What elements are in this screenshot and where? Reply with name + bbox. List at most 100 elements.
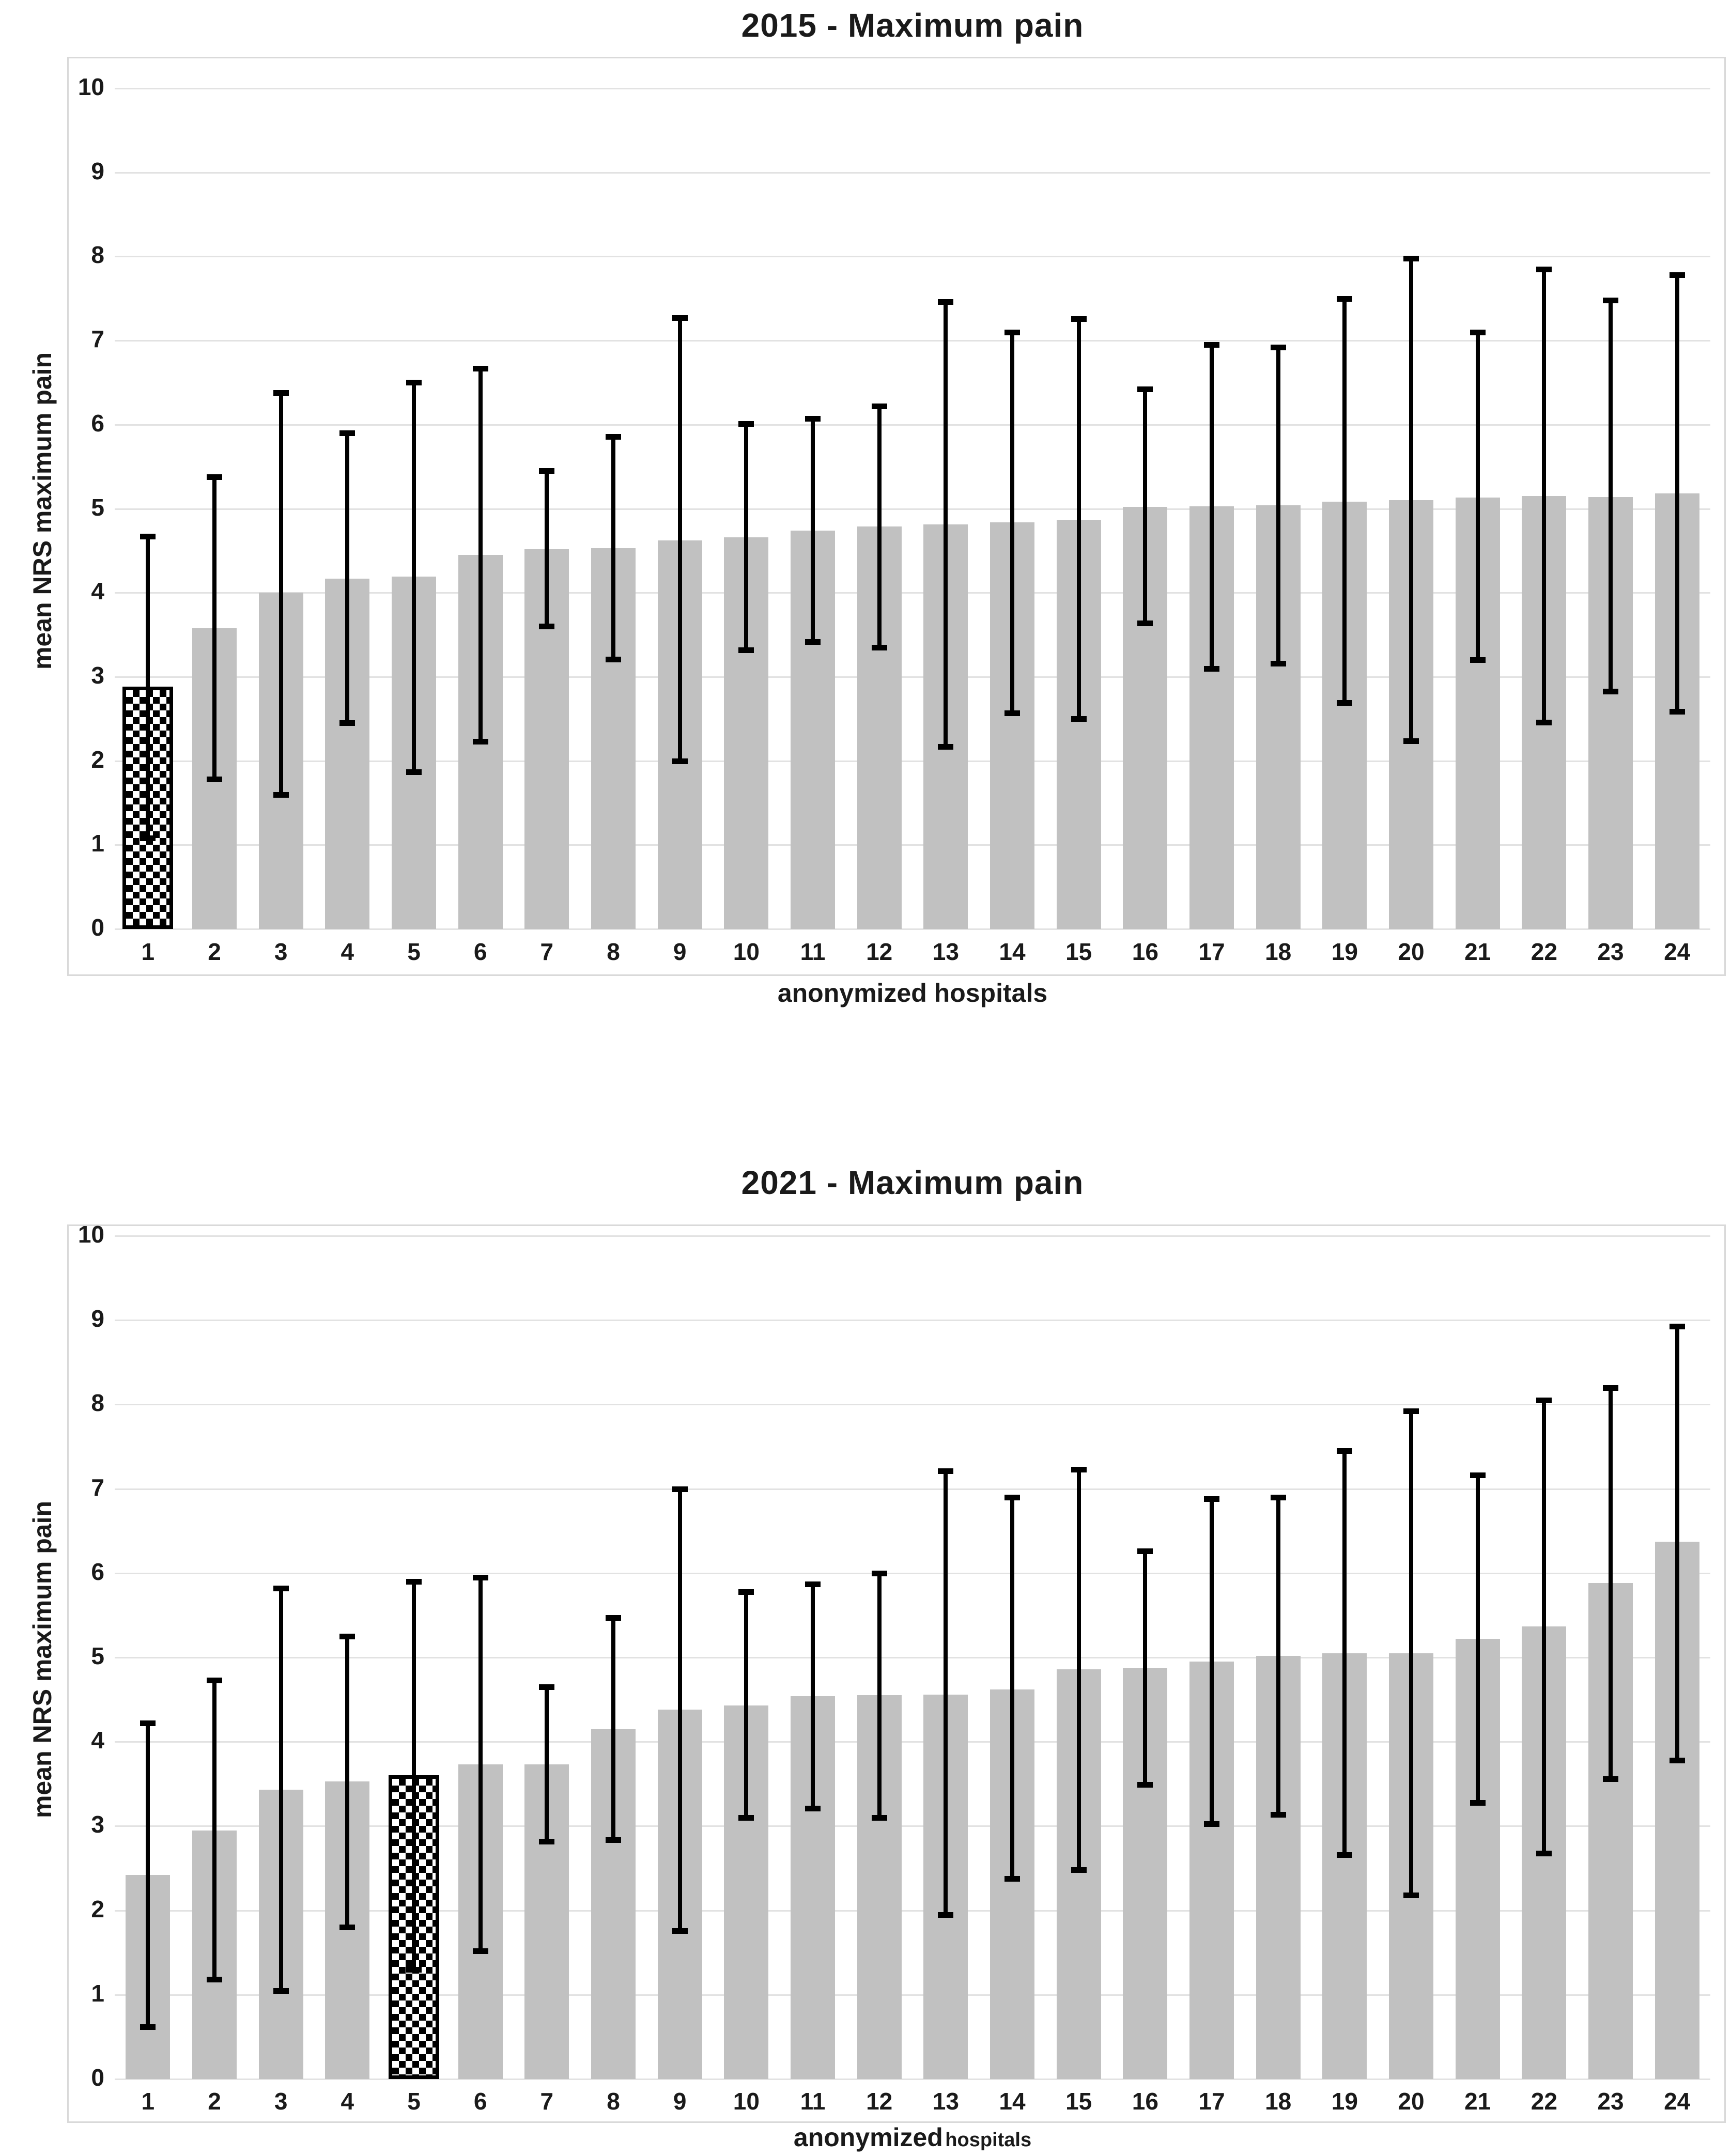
x-tick-label-hospital-22: 22 (1531, 2088, 1557, 2115)
error-bar-upper-cap-hospital-22 (1536, 1398, 1552, 1404)
error-bar-upper-cap-hospital-3 (273, 1586, 289, 1592)
error-bar-upper-cap-hospital-14 (1004, 1494, 1020, 1500)
error-bar-upper-cap-hospital-6 (472, 1574, 488, 1580)
error-bar-lower-cap-hospital-21 (1470, 657, 1486, 663)
error-bar-upper-cap-hospital-2 (207, 1678, 222, 1684)
error-bar-upper-cap-hospital-7 (539, 1684, 555, 1690)
error-bar-lower-cap-hospital-22 (1536, 1850, 1552, 1856)
x-tick-label-hospital-23: 23 (1597, 2088, 1624, 2115)
error-bar-upper-cap-hospital-10 (738, 1589, 754, 1595)
y-tick-label: 8 (91, 1389, 104, 1417)
x-tick-label-hospital-22: 22 (1531, 938, 1557, 965)
error-bar-lower-cap-hospital-5 (406, 769, 422, 775)
x-tick-label-hospital-13: 13 (932, 2088, 959, 2115)
error-bar-upper-cap-hospital-2 (207, 474, 222, 480)
error-bar-hospital-12 (877, 1573, 882, 1818)
x-tick-label-hospital-5: 5 (407, 938, 421, 965)
error-bar-lower-cap-hospital-12 (871, 644, 887, 650)
x-tick-label-hospital-24: 24 (1664, 2088, 1691, 2115)
gridline-y9 (115, 1320, 1710, 1322)
error-bar-lower-cap-hospital-16 (1137, 620, 1153, 626)
error-bar-hospital-14 (1010, 1497, 1014, 1879)
x-tick-label-hospital-15: 15 (1065, 938, 1092, 965)
gridline-y2 (115, 1910, 1710, 1912)
error-bar-upper-cap-hospital-19 (1337, 1448, 1353, 1454)
x-tick-label-hospital-24: 24 (1664, 938, 1691, 965)
error-bar-upper-cap-hospital-8 (606, 1615, 621, 1621)
error-bar-lower-cap-hospital-2 (207, 1977, 222, 1983)
y-tick-label: 4 (91, 1727, 104, 1754)
x-tick-label-hospital-16: 16 (1132, 938, 1158, 965)
gridline-y5 (115, 1657, 1710, 1658)
y-tick-label: 0 (91, 914, 104, 941)
error-bar-hospital-21 (1475, 332, 1480, 660)
error-bar-lower-cap-hospital-18 (1270, 660, 1286, 666)
error-bar-hospital-6 (478, 368, 483, 742)
chart-2021-title: 2021 - Maximum pain (741, 1164, 1084, 1201)
y-tick-label: 8 (91, 241, 104, 269)
error-bar-upper-cap-hospital-7 (539, 468, 555, 474)
gridline-y0 (115, 928, 1710, 930)
y-tick-label: 2 (91, 746, 104, 773)
y-tick-label: 5 (91, 1642, 104, 1669)
error-bar-upper-cap-hospital-18 (1270, 345, 1286, 351)
error-bar-hospital-23 (1609, 1387, 1613, 1779)
error-bar-lower-cap-hospital-18 (1270, 1811, 1286, 1818)
error-bar-hospital-9 (677, 1488, 682, 1931)
error-bar-lower-cap-hospital-2 (207, 777, 222, 783)
error-bar-hospital-5 (412, 1581, 416, 1969)
x-tick-label-hospital-10: 10 (733, 2088, 760, 2115)
error-bar-hospital-18 (1276, 1497, 1280, 1814)
error-bar-upper-cap-hospital-23 (1603, 1385, 1618, 1391)
gridline-y6 (115, 424, 1710, 426)
error-bar-lower-cap-hospital-3 (273, 792, 289, 798)
gridline-y3 (115, 676, 1710, 678)
error-bar-hospital-12 (877, 406, 882, 647)
error-bar-hospital-10 (744, 1591, 749, 1818)
x-tick-label-hospital-21: 21 (1464, 2088, 1491, 2115)
error-bar-lower-cap-hospital-14 (1004, 1875, 1020, 1882)
y-tick-label: 2 (91, 1895, 104, 1922)
y-tick-label: 1 (91, 830, 104, 857)
error-bar-lower-cap-hospital-11 (805, 639, 821, 645)
error-bar-lower-cap-hospital-15 (1071, 716, 1087, 722)
y-tick-label: 9 (91, 157, 104, 184)
error-bar-upper-cap-hospital-1 (140, 534, 156, 540)
error-bar-upper-cap-hospital-16 (1137, 386, 1153, 393)
error-bar-hospital-23 (1609, 300, 1613, 691)
error-bar-hospital-11 (811, 418, 815, 642)
error-bar-hospital-15 (1076, 318, 1081, 719)
error-bar-hospital-8 (611, 436, 615, 659)
y-tick-label: 7 (91, 325, 104, 353)
error-bar-hospital-7 (545, 1687, 549, 1841)
y-tick-label: 7 (91, 1473, 104, 1501)
x-tick-label-hospital-21: 21 (1464, 938, 1491, 965)
x-tick-label-hospital-19: 19 (1331, 2088, 1358, 2115)
gridline-y0 (115, 2079, 1710, 2080)
gridline-y2 (115, 760, 1710, 762)
error-bar-lower-cap-hospital-17 (1204, 665, 1219, 672)
x-tick-label-hospital-12: 12 (866, 938, 893, 965)
x-tick-label-hospital-9: 9 (673, 938, 687, 965)
error-bar-lower-cap-hospital-4 (339, 720, 356, 726)
error-bar-hospital-1 (146, 1723, 150, 2027)
gridline-y4 (115, 592, 1710, 594)
error-bar-upper-cap-hospital-16 (1137, 1548, 1153, 1555)
x-tick-label-hospital-12: 12 (866, 2088, 893, 2115)
x-tick-label-hospital-14: 14 (999, 2088, 1026, 2115)
error-bar-upper-cap-hospital-5 (406, 1579, 422, 1585)
error-bar-upper-cap-hospital-6 (472, 365, 488, 371)
error-bar-upper-cap-hospital-17 (1204, 342, 1219, 348)
y-tick-label: 0 (91, 2064, 104, 2091)
x-tick-label-hospital-11: 11 (800, 938, 826, 965)
x-tick-label-hospital-11: 11 (800, 2088, 826, 2115)
error-bar-hospital-13 (944, 1471, 948, 1915)
error-bar-hospital-1 (146, 536, 150, 839)
error-bar-hospital-17 (1210, 1499, 1214, 1824)
x-tick-label-hospital-14: 14 (999, 938, 1026, 965)
error-bar-hospital-20 (1409, 1411, 1413, 1896)
y-tick-label: 4 (91, 578, 104, 605)
gridline-y6 (115, 1572, 1710, 1574)
error-bar-upper-cap-hospital-8 (606, 433, 621, 440)
error-bar-upper-cap-hospital-21 (1470, 1472, 1486, 1479)
